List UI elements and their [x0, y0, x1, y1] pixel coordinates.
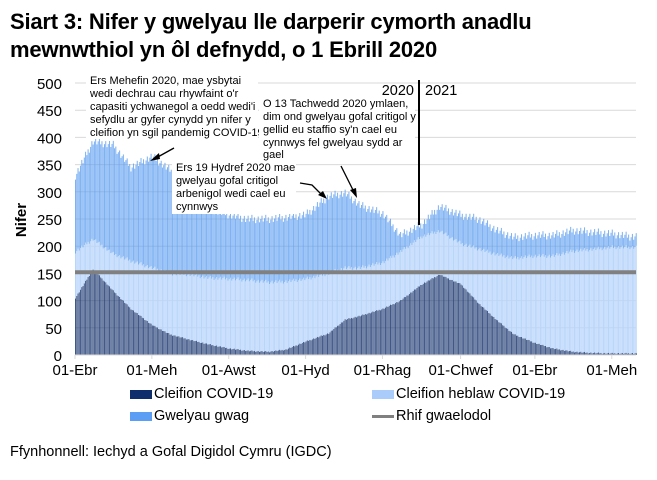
svg-text:sefydlu ar gyfer cynydd yn nif: sefydlu ar gyfer cynydd yn nifer y — [90, 114, 251, 126]
legend-label: Cleifion heblaw COVID-19 — [396, 386, 566, 402]
x-tick-label: 01-Rhag — [354, 362, 412, 379]
y-tick-label: 200 — [37, 239, 62, 256]
y-tick-label: 400 — [37, 130, 62, 147]
bar-series — [75, 138, 637, 355]
legend-swatch-empty — [130, 411, 152, 421]
y-tick-label: 350 — [37, 158, 62, 175]
x-tick-label: 01-Awst — [202, 362, 257, 379]
x-tick-label: 01-Hyd — [281, 362, 329, 379]
svg-text:gwelyau gofal critigol: gwelyau gofal critigol — [176, 175, 278, 187]
y-tick-label: 150 — [37, 266, 62, 283]
svg-text:O 13 Tachwedd 2020 ymlaen,: O 13 Tachwedd 2020 ymlaen, — [263, 98, 408, 110]
svg-text:dim ond gwelyau gofal critigol: dim ond gwelyau gofal critigol y — [263, 111, 416, 123]
chart-title: Siart 3: Nifer y gwelyau lle darperir cy… — [10, 9, 532, 62]
annotation-19-oct-2020: Ers 19 Hydref 2020 mae gwelyau gofal cri… — [172, 160, 327, 214]
svg-text:cynnwys fel gwelyau sydd ar: cynnwys fel gwelyau sydd ar — [263, 137, 403, 149]
legend-label: Cleifion COVID-19 — [154, 386, 274, 402]
x-tick-label: 01-Ebr — [512, 362, 557, 379]
x-tick-label: 01-Chwef — [428, 362, 493, 379]
svg-text:gellid eu staffio sy'n cael eu: gellid eu staffio sy'n cael eu — [263, 124, 397, 136]
svg-text:arbenigol wedi cael eu: arbenigol wedi cael eu — [176, 188, 285, 200]
y-tick-label: 100 — [37, 294, 62, 311]
chart-legend: Cleifion COVID-19 Cleifion heblaw COVID-… — [0, 384, 657, 428]
y-axis-title: Nifer — [13, 203, 30, 237]
svg-text:wedi dechrau cau rhywfaint o'r: wedi dechrau cau rhywfaint o'r — [89, 88, 239, 100]
source-note: Ffynhonnell: Iechyd a Gofal Digidol Cymr… — [10, 444, 332, 460]
svg-text:capasiti ychwanegol a oedd wed: capasiti ychwanegol a oedd wedi'i — [90, 101, 255, 113]
legend-swatch-baseline — [372, 414, 394, 418]
y-tick-label: 50 — [45, 321, 62, 338]
svg-text:Ers Mehefin 2020, mae ysbytai: Ers Mehefin 2020, mae ysbytai — [90, 75, 241, 87]
y-tick-label: 0 — [54, 348, 62, 365]
y-tick-label: 450 — [37, 103, 62, 120]
legend-item-empty-beds: Gwelyau gwag — [130, 406, 249, 426]
x-tick-label: 01-Meh — [586, 362, 637, 379]
legend-swatch-non-covid — [372, 389, 394, 399]
legend-label: Gwelyau gwag — [154, 408, 250, 424]
legend-item-baseline: Rhif gwaelodol — [372, 406, 491, 426]
svg-text:Ers 19 Hydref 2020 mae: Ers 19 Hydref 2020 mae — [176, 162, 295, 174]
annotation-13-nov-2020: O 13 Tachwedd 2020 ymlaen, dim ond gwely… — [259, 96, 416, 198]
legend-item-non-covid-patients: Cleifion heblaw COVID-19 — [372, 384, 565, 404]
year-2021-label: 2021 — [425, 83, 457, 99]
year-2020-label: 2020 — [382, 83, 414, 99]
y-tick-label: 300 — [37, 185, 62, 202]
legend-item-covid-patients: Cleifion COVID-19 — [130, 384, 273, 404]
legend-swatch-covid — [130, 389, 152, 399]
x-tick-label: 01-Meh — [126, 362, 177, 379]
y-axis: 0 50 100 150 200 250 300 350 400 450 500 — [37, 76, 62, 365]
svg-text:cleifion yn sgil pandemig COVI: cleifion yn sgil pandemig COVID-19 — [90, 127, 264, 139]
legend-label: Rhif gwaelodol — [396, 408, 492, 424]
x-axis: 01-Ebr 01-Meh 01-Awst 01-Hyd 01-Rhag 01-Chwef… — [52, 354, 637, 379]
annotation-june-2020: Ers Mehefin 2020, mae ysbytai wedi dechr… — [86, 73, 264, 161]
y-tick-label: 500 — [37, 76, 62, 93]
svg-text:cynnwys: cynnwys — [176, 201, 219, 213]
y-tick-label: 250 — [37, 212, 62, 229]
svg-text:gael: gael — [263, 149, 284, 161]
x-tick-label: 01-Ebr — [52, 362, 97, 379]
